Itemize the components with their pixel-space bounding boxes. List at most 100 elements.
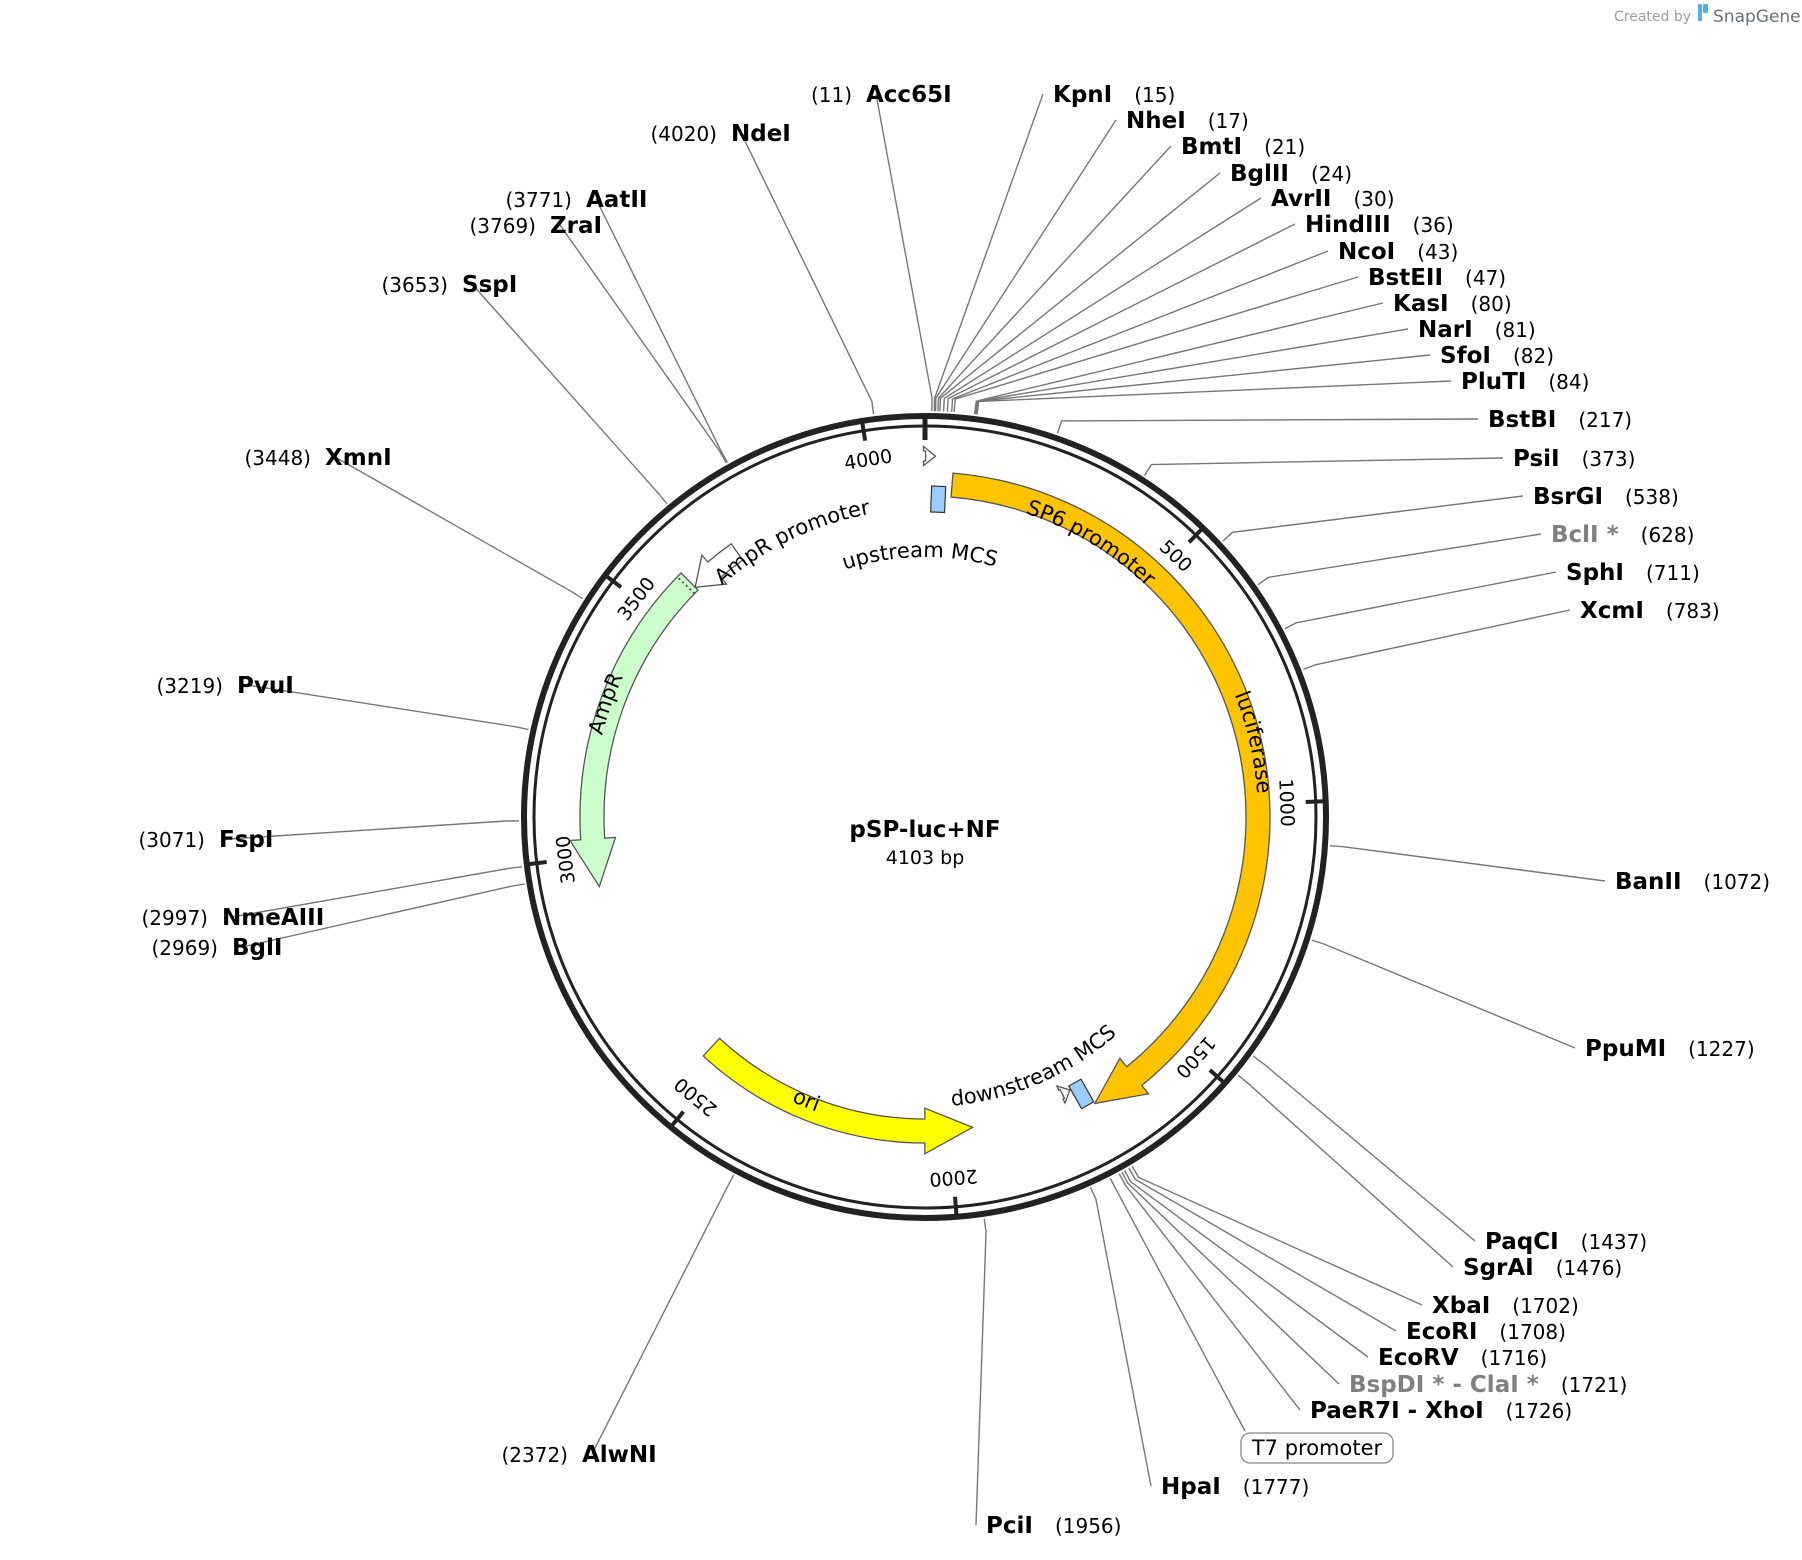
- site-sphi[interactable]: SphI (711): [1566, 560, 1700, 586]
- site-name: NarI: [1418, 317, 1473, 343]
- plasmid-name: pSP-luc+NF: [849, 817, 1000, 843]
- site-bmti[interactable]: BmtI (21): [1181, 134, 1305, 160]
- upstream-mcs-label: upstream MCS: [839, 538, 1000, 575]
- site-name: NdeI: [731, 121, 791, 147]
- luciferase-feature[interactable]: [950, 472, 1271, 1105]
- tick-mark-2500: [670, 1110, 685, 1127]
- site-ecorv[interactable]: EcoRV (1716): [1378, 1345, 1547, 1371]
- leader-kpni: [933, 93, 1044, 412]
- ori-feature[interactable]: [702, 1037, 975, 1155]
- site-name: BstEII: [1368, 265, 1443, 291]
- site-name: PciI: [986, 1513, 1033, 1539]
- site-ecori[interactable]: EcoRI (1708): [1406, 1319, 1566, 1345]
- site-alwni[interactable]: AlwNI (2372): [501, 1442, 656, 1468]
- site-sspi[interactable]: SspI (3653): [381, 272, 517, 298]
- site-zrai[interactable]: ZraI (3769): [469, 213, 602, 239]
- site-aatii[interactable]: AatII (3771): [505, 187, 647, 213]
- site-pluti[interactable]: PluTI (84): [1461, 369, 1589, 395]
- site-name: ZraI: [550, 213, 602, 239]
- site-bsrgi[interactable]: BsrGI (538): [1533, 484, 1679, 510]
- leader-nari: [974, 328, 1409, 415]
- site-kpni[interactable]: KpnI (15): [1053, 82, 1175, 108]
- site-position: (2969): [151, 936, 218, 960]
- site-position: (4020): [650, 122, 717, 146]
- t7-promoter-feature[interactable]: [1055, 1084, 1071, 1105]
- sp6-promoter-label: SP6 promoter: [1024, 495, 1161, 591]
- snapgene-logo-icon: [1698, 4, 1708, 21]
- site-avrii[interactable]: AvrII (30): [1271, 186, 1395, 212]
- site-paer7i-xhoi[interactable]: PaeR7I - XhoI (1726): [1310, 1398, 1572, 1424]
- site-ppumi[interactable]: PpuMI (1227): [1585, 1036, 1755, 1062]
- site-bcli[interactable]: BclI * (628): [1551, 522, 1694, 548]
- site-xcmi[interactable]: XcmI (783): [1580, 598, 1720, 624]
- site-name: AlwNI: [582, 1442, 657, 1468]
- site-position: (81): [1495, 318, 1536, 342]
- leader-bcli: [1257, 533, 1542, 586]
- site-fspi[interactable]: FspI (3071): [138, 827, 273, 853]
- site-name: XmnI: [325, 445, 392, 471]
- credit-prefix: Created by: [1614, 9, 1691, 25]
- site-position: (21): [1264, 135, 1305, 159]
- backbone-outer-strand: [521, 413, 1329, 1221]
- site-bgli[interactable]: BglI (2969): [151, 935, 282, 961]
- leader-sgrai: [1237, 1074, 1454, 1268]
- site-name: AatII: [586, 187, 647, 213]
- ampr-promoter-feature[interactable]: [694, 542, 744, 588]
- site-ndei[interactable]: NdeI (4020): [650, 121, 790, 147]
- downstream-mcs-feature[interactable]: [1067, 1078, 1095, 1110]
- site-nhei[interactable]: NheI (17): [1126, 108, 1249, 134]
- site-name: EcoRV: [1378, 1345, 1459, 1371]
- site-name: BsrGI: [1533, 484, 1603, 510]
- site-position: (3219): [156, 674, 223, 698]
- site-name: BanII: [1615, 869, 1682, 895]
- site-name: PaeR7I - XhoI: [1310, 1398, 1484, 1424]
- site-position: (1721): [1561, 1373, 1628, 1397]
- site-sgrai[interactable]: SgrAI (1476): [1463, 1255, 1622, 1281]
- leader-zrai: [559, 224, 727, 464]
- leader-xcmi: [1303, 609, 1571, 671]
- site-acc65i[interactable]: Acc65I (11): [811, 82, 952, 108]
- site-pcii[interactable]: PciI (1956): [986, 1513, 1121, 1539]
- tick-mark-3000: [528, 859, 547, 867]
- credit-brand: SnapGene: [1713, 7, 1801, 27]
- leader-bmti: [937, 145, 1172, 412]
- tick-label-4000: 4000: [843, 445, 894, 474]
- ampr-feature[interactable]: [568, 572, 699, 888]
- site-hindiii[interactable]: HindIII (36): [1305, 212, 1454, 238]
- site-name: EcoRI: [1406, 1319, 1477, 1345]
- site-pvui[interactable]: PvuI (3219): [156, 673, 293, 699]
- site-xbai[interactable]: XbaI (1702): [1432, 1293, 1579, 1319]
- site-hpai[interactable]: HpaI (1777): [1161, 1474, 1309, 1500]
- site-bglii[interactable]: BglII (24): [1230, 161, 1352, 187]
- site-bsteii[interactable]: BstEII (47): [1368, 265, 1506, 291]
- site-psii[interactable]: PsiI (373): [1513, 446, 1635, 472]
- site-name: BglI: [232, 935, 282, 961]
- site-bspdi-clai[interactable]: BspDI * - ClaI * (1721): [1349, 1372, 1627, 1398]
- site-kasi[interactable]: KasI (80): [1393, 291, 1512, 317]
- site-name: PaqCI: [1485, 1229, 1559, 1255]
- site-paqci[interactable]: PaqCI (1437): [1485, 1229, 1647, 1255]
- site-bstbi[interactable]: BstBI (217): [1488, 407, 1632, 433]
- site-name: T7 promoter: [1251, 1436, 1383, 1460]
- tick-label-2000: 2000: [929, 1165, 979, 1191]
- site-position: (3653): [381, 273, 448, 297]
- site-name: FspI: [219, 827, 273, 853]
- site-name: HpaI: [1161, 1474, 1221, 1500]
- site-banii[interactable]: BanII (1072): [1615, 869, 1770, 895]
- site-sfoi[interactable]: SfoI (82): [1440, 343, 1554, 369]
- leader-xbai: [1131, 1165, 1423, 1306]
- leader-fspi: [228, 820, 520, 840]
- site-position: (1956): [1055, 1514, 1122, 1538]
- site-nmeaiii[interactable]: NmeAIII (2997): [141, 905, 324, 931]
- sp6-promoter-feature[interactable]: [922, 445, 937, 467]
- site-xmni[interactable]: XmnI (3448): [244, 445, 391, 471]
- site-position: (15): [1134, 83, 1175, 107]
- site-position: (1072): [1704, 870, 1771, 894]
- site-position: (1708): [1499, 1320, 1566, 1344]
- site-nari[interactable]: NarI (81): [1418, 317, 1536, 343]
- site-t7-promoter[interactable]: T7 promoter: [1240, 1432, 1394, 1464]
- site-ncoi[interactable]: NcoI (43): [1338, 239, 1458, 265]
- site-name: PluTI: [1461, 369, 1526, 395]
- upstream-mcs-feature[interactable]: [929, 485, 947, 514]
